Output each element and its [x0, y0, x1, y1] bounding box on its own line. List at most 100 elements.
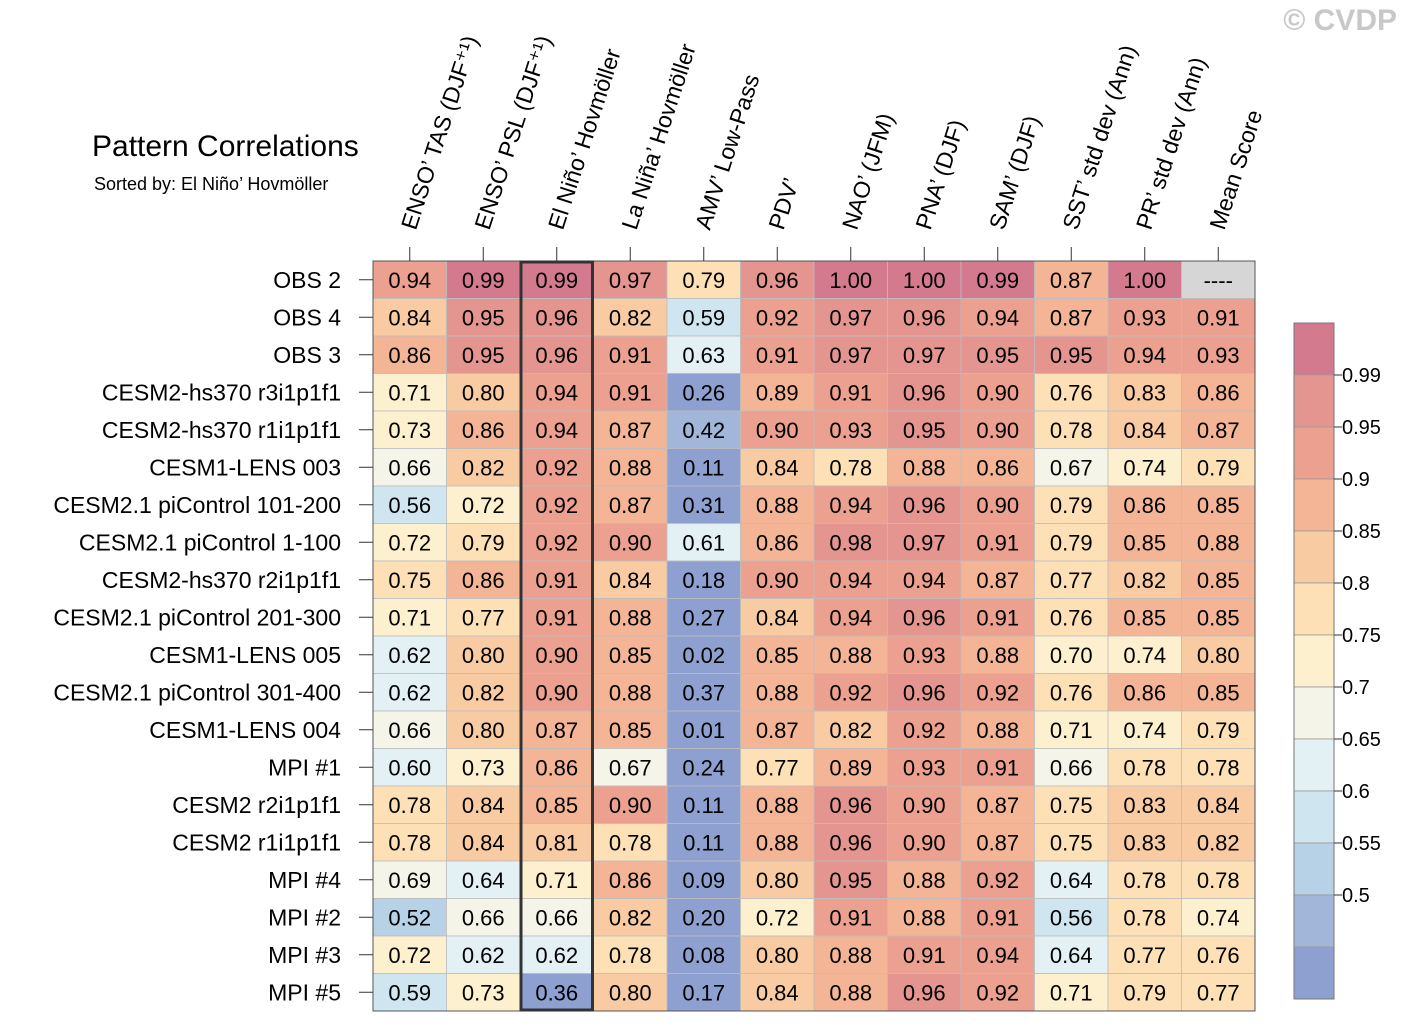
heatmap-cell	[1181, 523, 1256, 562]
cell-value-label: 1.00	[1123, 268, 1166, 293]
cell-value-label: 0.59	[388, 980, 431, 1005]
cell-value-label: 0.88	[756, 493, 799, 518]
cell-value-label: 0.61	[682, 530, 725, 555]
cell-value-label: 0.80	[756, 868, 799, 893]
colorbar-swatch	[1293, 374, 1335, 428]
cell-value-label: 0.62	[388, 680, 431, 705]
heatmap-cell	[666, 860, 741, 899]
cell-value-label: 0.87	[1050, 268, 1093, 293]
cell-value-label: 0.89	[756, 380, 799, 405]
cell-value-label: 1.00	[829, 268, 872, 293]
heatmap-cell	[740, 523, 815, 562]
heatmap-cell	[960, 635, 1035, 674]
cell-value-label: 0.24	[682, 755, 725, 780]
cell-value-label: 0.74	[1123, 643, 1166, 668]
cell-value-label: 0.92	[535, 455, 578, 480]
heatmap-cell	[593, 860, 668, 899]
heatmap-cell	[887, 898, 962, 937]
cell-value-label: 0.80	[1197, 643, 1240, 668]
cell-value-label: 0.85	[1123, 605, 1166, 630]
cell-value-label: 0.83	[1123, 380, 1166, 405]
cell-value-label: 0.88	[609, 605, 652, 630]
cell-value-label: 0.78	[388, 793, 431, 818]
heatmap-cell	[446, 898, 521, 937]
heatmap-cell	[372, 298, 447, 337]
cell-value-label: 0.36	[535, 980, 578, 1005]
cell-value-label: 0.76	[1050, 380, 1093, 405]
cell-value-label: 0.27	[682, 605, 725, 630]
cell-value-label: 0.77	[1197, 980, 1240, 1005]
cell-value-label: 0.85	[1197, 493, 1240, 518]
cell-value-label: 0.67	[609, 755, 652, 780]
row-label: CESM2-hs370 r1i1p1f1	[102, 417, 341, 443]
heatmap-cell	[1034, 598, 1109, 637]
cell-value-label: 0.99	[976, 268, 1019, 293]
cell-value-label: 0.90	[976, 418, 1019, 443]
cell-value-label: 0.94	[388, 268, 431, 293]
heatmap-cell	[1107, 710, 1182, 749]
heatmap-cell	[1034, 860, 1109, 899]
cell-value-label: 0.88	[829, 643, 872, 668]
cell-value-label: 0.11	[683, 830, 724, 855]
cell-value-label: 1.00	[903, 268, 946, 293]
heatmap-cell	[1181, 560, 1256, 599]
cell-value-label: 0.96	[756, 268, 799, 293]
heatmap-cell	[960, 785, 1035, 824]
cell-value-label: 0.87	[609, 493, 652, 518]
cell-value-label: 0.92	[976, 680, 1019, 705]
heatmap-cell	[666, 523, 741, 562]
heatmap-cell	[960, 298, 1035, 337]
cell-value-label: 0.97	[829, 305, 872, 330]
cell-value-label: 0.91	[976, 755, 1019, 780]
heatmap-cell	[1034, 560, 1109, 599]
heatmap-cell	[740, 410, 815, 449]
heatmap-cell	[1107, 785, 1182, 824]
cell-value-label: 0.90	[756, 568, 799, 593]
heatmap-cell	[1181, 485, 1256, 524]
heatmap-cell	[813, 373, 888, 412]
heatmap-cell	[666, 673, 741, 712]
cell-value-label: 0.08	[682, 943, 725, 968]
column-label: SST’ std dev (Ann)	[1057, 42, 1141, 233]
cell-value-label: 0.90	[903, 793, 946, 818]
column-label: NAO’ (JFM)	[837, 110, 899, 233]
cell-value-label: ----	[1204, 268, 1233, 293]
cell-value-label: 0.88	[829, 943, 872, 968]
cell-value-label: 0.96	[829, 830, 872, 855]
cell-value-label: 0.60	[388, 755, 431, 780]
row-label: CESM1-LENS 003	[149, 454, 341, 480]
cell-value-label: 0.87	[976, 568, 1019, 593]
heatmap-cell	[887, 598, 962, 637]
cell-value-label: 0.93	[1123, 305, 1166, 330]
cell-value-label: 0.86	[535, 755, 578, 780]
cell-value-label: 0.82	[462, 680, 505, 705]
cell-value-label: 0.72	[388, 530, 431, 555]
heatmap-cell	[666, 410, 741, 449]
column-label: SAM’ (DJF)	[984, 112, 1045, 232]
heatmap-cell	[593, 785, 668, 824]
cell-value-label: 0.79	[462, 530, 505, 555]
colorbar-label: 0.65	[1342, 729, 1381, 751]
column-label: PR’ std dev (Ann)	[1131, 54, 1211, 233]
heatmap-cell	[372, 448, 447, 487]
heatmap-cell	[446, 260, 521, 299]
colorbar-swatch	[1293, 842, 1335, 896]
heatmap-cell	[1181, 260, 1256, 299]
heatmap-cell	[519, 935, 594, 974]
heatmap-cell	[960, 860, 1035, 899]
heatmap-cell	[887, 673, 962, 712]
cell-value-label: 0.84	[462, 793, 505, 818]
heatmap-cell	[813, 673, 888, 712]
cell-value-label: 0.77	[756, 755, 799, 780]
heatmap-cell	[1034, 373, 1109, 412]
cell-value-label: 0.88	[903, 868, 946, 893]
cell-value-label: 0.75	[1050, 793, 1093, 818]
heatmap-cell	[740, 298, 815, 337]
heatmap-cell	[1107, 973, 1182, 1012]
heatmap-cell	[519, 560, 594, 599]
cell-value-label: 0.73	[462, 980, 505, 1005]
cell-value-label: 0.86	[609, 868, 652, 893]
colorbar-label: 0.6	[1342, 781, 1370, 803]
row-label: CESM2.1 piControl 301-400	[53, 679, 341, 705]
heatmap-cell	[666, 373, 741, 412]
